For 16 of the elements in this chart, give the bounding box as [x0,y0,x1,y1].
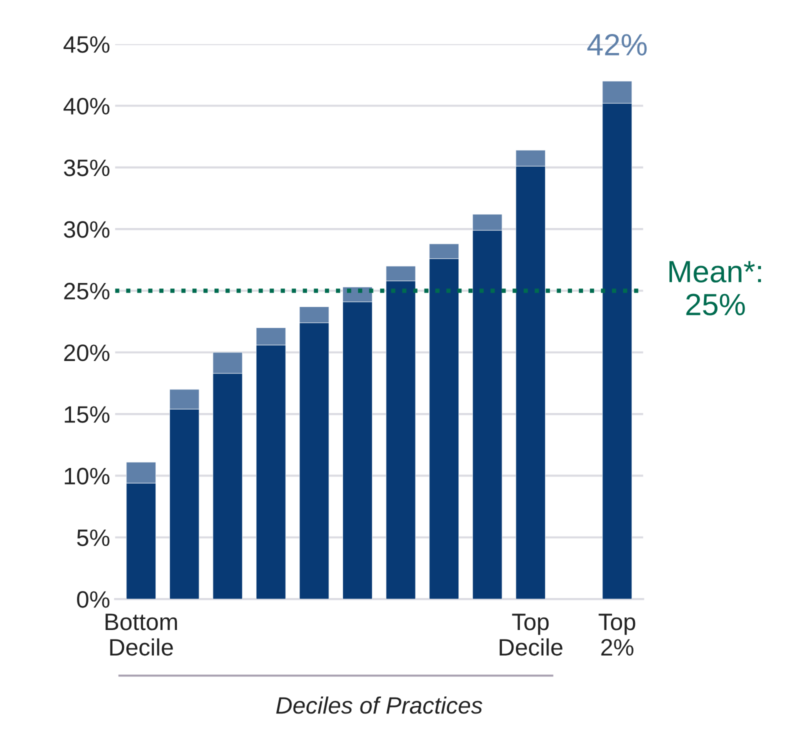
y-tick-label: 10% [64,468,110,484]
annotation: 42% [587,34,647,56]
y-tick-label: 40% [64,98,110,115]
ref-line-label: Mean*: 25% [669,261,761,316]
y-tick-label: 25% [64,282,110,300]
y-tick-label: 30% [64,221,110,238]
y-tick-label: 35% [64,159,110,176]
y-tick-label: 15% [64,406,110,423]
x-axis-title: Deciles of Practices [276,696,482,714]
x-tick-label: Bottom Decile [106,614,177,656]
y-tick-label: 45% [64,36,110,53]
y-tick-label: 5% [77,530,110,546]
y-tick-label: 0% [77,591,110,608]
y-tick-label: 20% [64,344,110,362]
x-tick-label: Top 2% [598,614,636,656]
x-tick-label: Top Decile [500,614,562,656]
